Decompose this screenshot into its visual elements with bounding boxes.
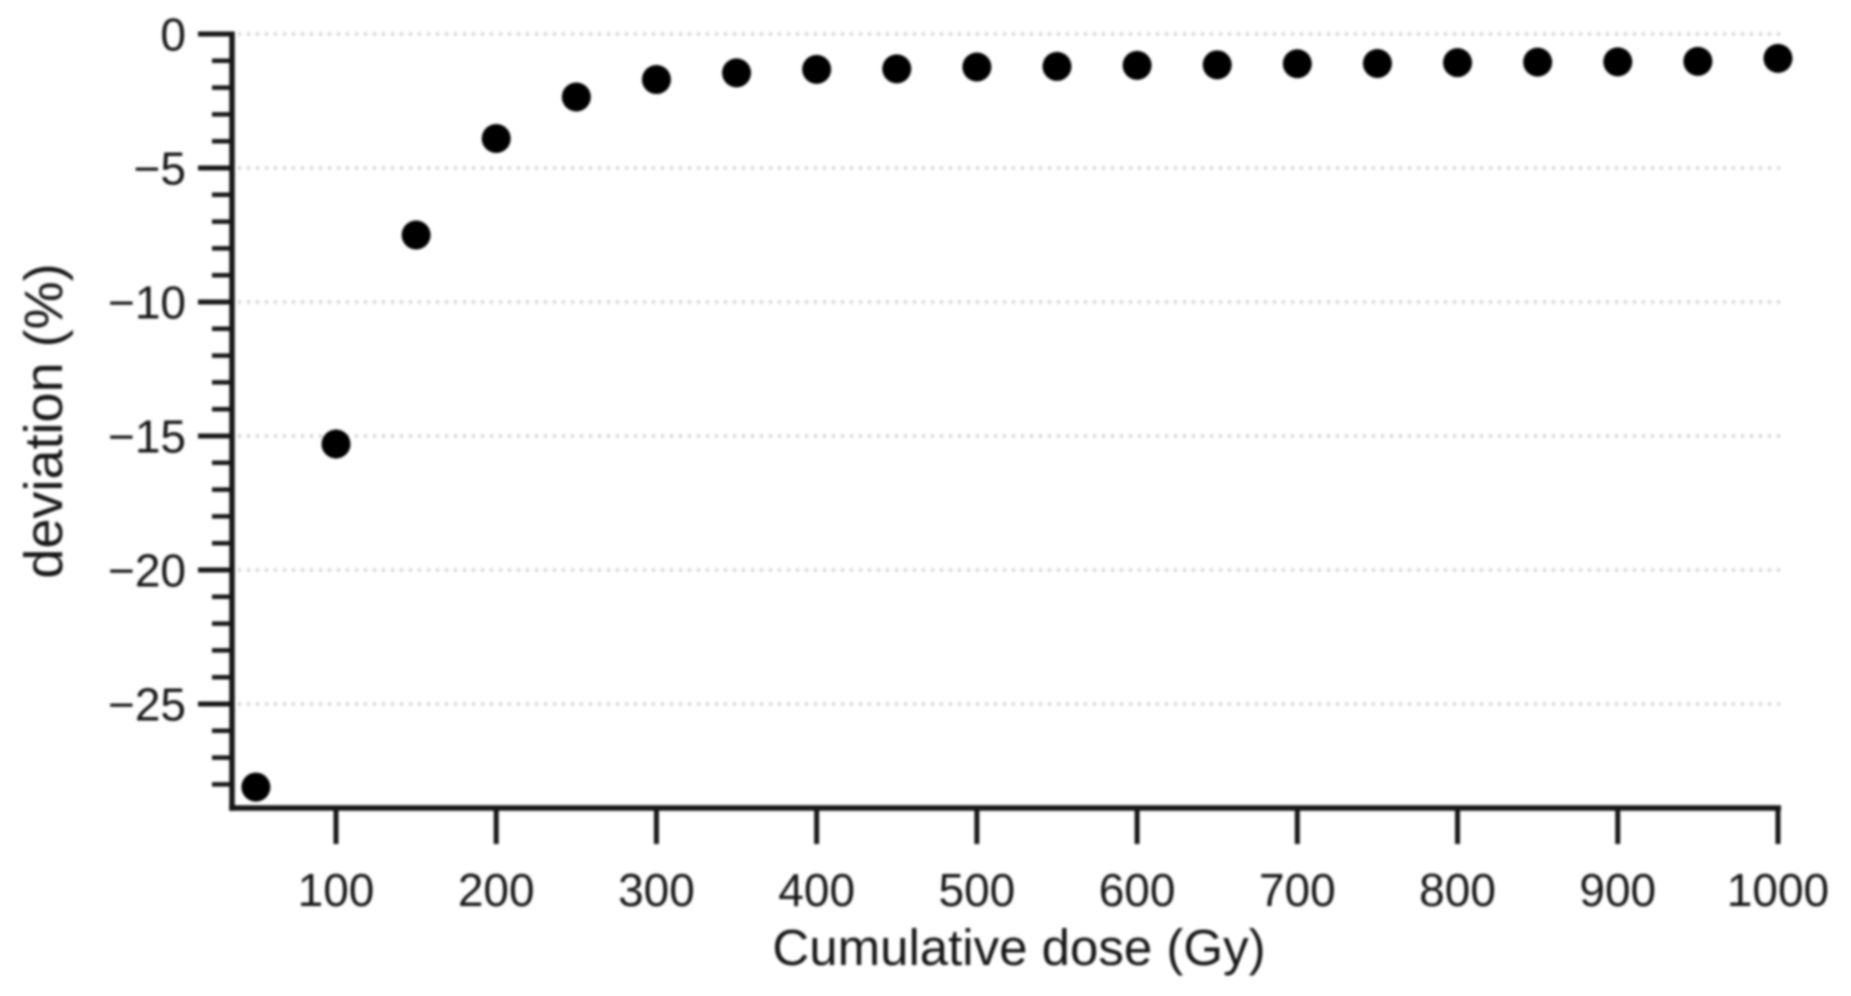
scatter-point <box>1122 50 1152 80</box>
x-tick-label: 400 <box>778 864 855 916</box>
scatter-point <box>1282 49 1312 79</box>
x-tick-label: 300 <box>618 864 695 916</box>
x-tick-label: 800 <box>1419 864 1496 916</box>
scatter-point <box>802 54 832 84</box>
y-tick-label: −25 <box>108 679 186 731</box>
plot-gridlines <box>238 32 1781 706</box>
scatter-point <box>241 772 271 802</box>
x-tick-label: 1000 <box>1727 864 1829 916</box>
scatter-point <box>1362 48 1392 78</box>
x-tick-label: 600 <box>1099 864 1176 916</box>
x-tick-label: 100 <box>298 864 375 916</box>
scatter-point <box>962 52 992 82</box>
scatter-point <box>722 58 752 88</box>
scatter-point <box>561 82 591 112</box>
scatter-point <box>401 220 431 250</box>
scatter-point <box>481 124 511 154</box>
y-axis-title: deviation (%) <box>14 263 74 578</box>
scatter-point <box>1042 51 1072 81</box>
scatter-point <box>882 54 912 84</box>
scatter-point <box>1443 48 1473 78</box>
x-tick-label: 500 <box>939 864 1016 916</box>
scatter-point <box>321 429 351 459</box>
x-tick-label: 900 <box>1579 864 1656 916</box>
scatter-point <box>1603 47 1633 77</box>
y-axis: 0 −5 −10 −15 −20 −25 deviation (%) <box>14 9 235 811</box>
y-tick-label: −10 <box>108 277 186 329</box>
scatter-point <box>1523 47 1553 77</box>
scatter-point <box>1763 43 1793 73</box>
scatter-point <box>641 65 671 95</box>
scatter-point <box>1683 46 1713 76</box>
x-tick-label: 200 <box>458 864 535 916</box>
x-axis-title: Cumulative dose (Gy) <box>772 919 1265 976</box>
y-tick-label: 0 <box>160 9 186 61</box>
y-tick-label: −15 <box>108 411 186 463</box>
y-tick-label: −5 <box>134 143 186 195</box>
x-tick-label: 700 <box>1259 864 1336 916</box>
data-points <box>241 43 1793 802</box>
scatter-point <box>1202 50 1232 80</box>
x-axis: 100 200 300 400 500 600 700 800 900 1000 Cumulativ… <box>229 805 1829 976</box>
y-tick-label: −20 <box>108 545 186 597</box>
